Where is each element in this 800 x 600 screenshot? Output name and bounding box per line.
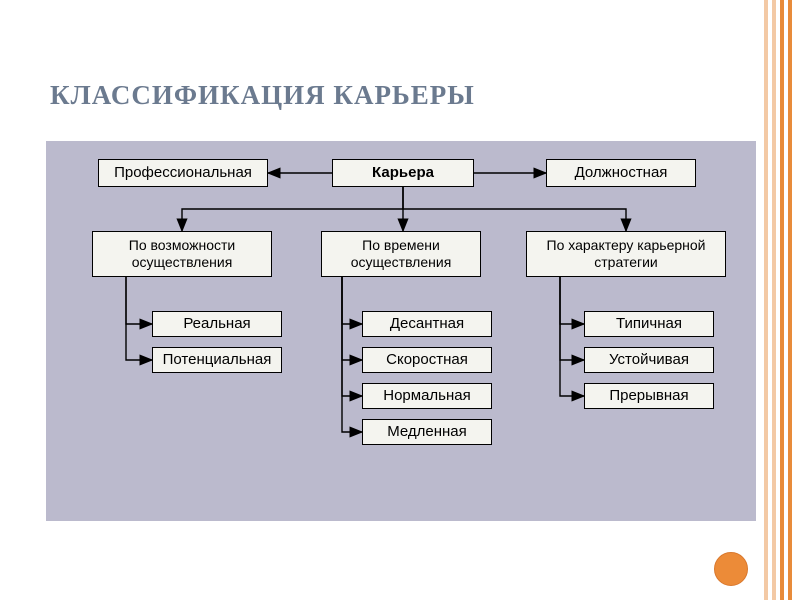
node-c2b: Скоростная bbox=[362, 347, 492, 373]
node-c2a: Десантная bbox=[362, 311, 492, 337]
career-diagram: Карьера Профессиональная Должностная По воз… bbox=[46, 141, 756, 521]
node-c1a: Реальная bbox=[152, 311, 282, 337]
node-c2c: Нормальная bbox=[362, 383, 492, 409]
node-left_top: Профессиональная bbox=[98, 159, 268, 187]
node-cat3: По характеру карьерной стратегии bbox=[526, 231, 726, 277]
node-root: Карьера bbox=[332, 159, 474, 187]
node-c1b: Потенциальная bbox=[152, 347, 282, 373]
node-c2d: Медленная bbox=[362, 419, 492, 445]
node-cat1: По возможности осуществления bbox=[92, 231, 272, 277]
node-cat2: По времени осуществления bbox=[321, 231, 481, 277]
node-c3a: Типичная bbox=[584, 311, 714, 337]
stripe-3 bbox=[780, 0, 784, 600]
side-stripes bbox=[764, 0, 792, 600]
page-title: КЛАССИФИКАЦИЯ КАРЬЕРЫ bbox=[50, 80, 475, 111]
orange-dot-decoration bbox=[714, 552, 748, 586]
node-c3c: Прерывная bbox=[584, 383, 714, 409]
stripe-4 bbox=[788, 0, 792, 600]
node-c3b: Устойчивая bbox=[584, 347, 714, 373]
stripe-2 bbox=[772, 0, 776, 600]
node-right_top: Должностная bbox=[546, 159, 696, 187]
stripe-1 bbox=[764, 0, 768, 600]
